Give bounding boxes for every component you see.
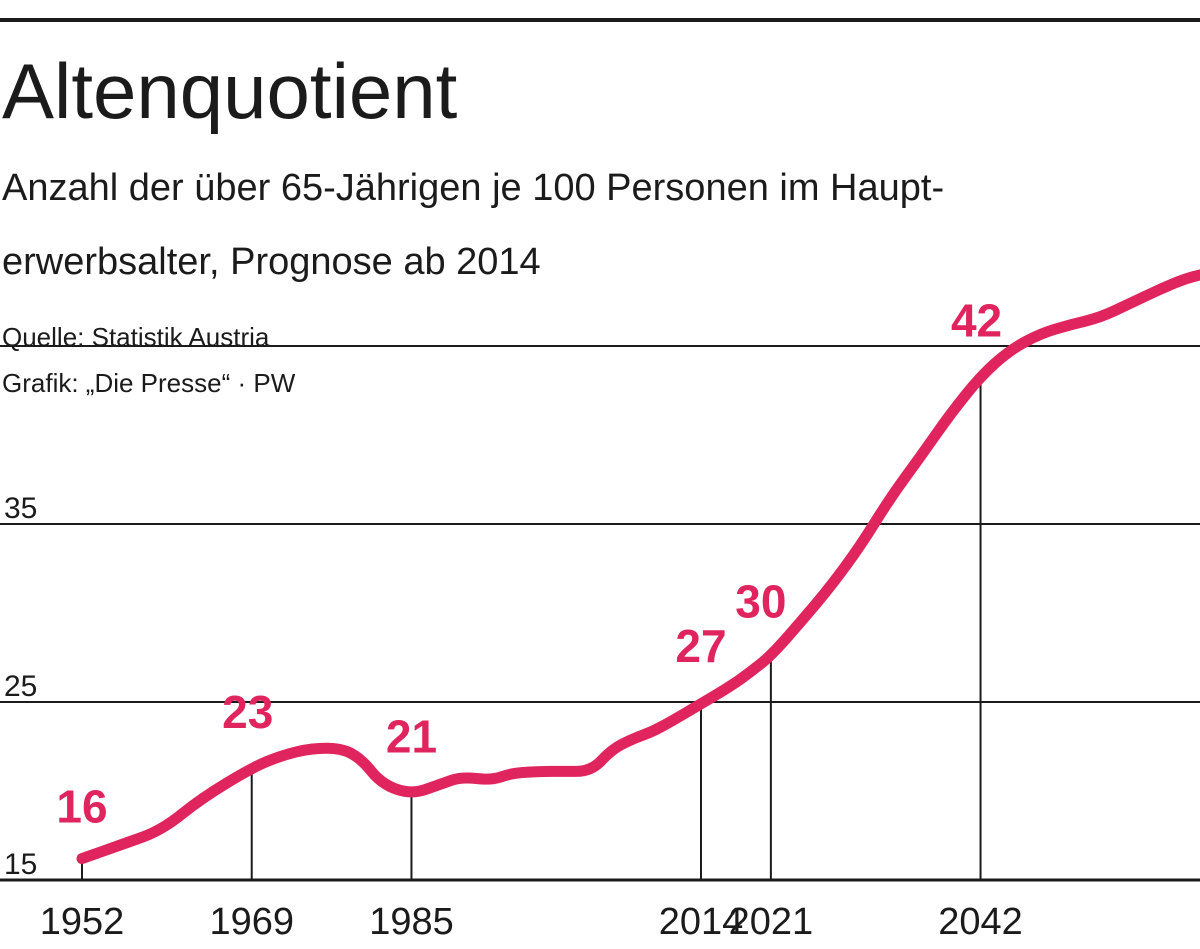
- y-tick-label: 25: [4, 670, 37, 703]
- series-line: [76, 269, 1200, 865]
- x-tick-label: 2014: [659, 901, 744, 943]
- chart-subtitle-line-2: erwerbsalter, Prognose ab 2014: [2, 241, 541, 283]
- data-label: 42: [951, 294, 1002, 346]
- data-label: 16: [56, 781, 107, 833]
- x-tick-label: 1969: [209, 901, 294, 943]
- y-tick-labels: 15 25 35: [4, 492, 37, 881]
- x-tick-label: 1952: [40, 901, 125, 943]
- series-layer: [76, 269, 1200, 865]
- data-label: 27: [675, 620, 726, 672]
- gridlines: [0, 345, 1200, 703]
- chart-title: Altenquotient: [2, 47, 458, 135]
- y-tick-label: 15: [4, 848, 37, 881]
- data-label: 21: [386, 711, 437, 763]
- chart-subtitle-line-1: Anzahl der über 65-Jährigen je 100 Perso…: [2, 167, 944, 209]
- x-tick-label: 2021: [729, 901, 814, 943]
- drop-lines: [81, 376, 982, 880]
- y-tick-label: 35: [4, 492, 37, 525]
- x-tick-label: 1985: [369, 901, 454, 943]
- credit-line: Grafik: „Die Presse“ · PW: [2, 368, 296, 398]
- data-label: 23: [222, 686, 273, 738]
- data-label: 30: [735, 576, 786, 628]
- x-tick-label: 2042: [938, 901, 1023, 943]
- source-line: Quelle: Statistik Austria: [2, 322, 270, 352]
